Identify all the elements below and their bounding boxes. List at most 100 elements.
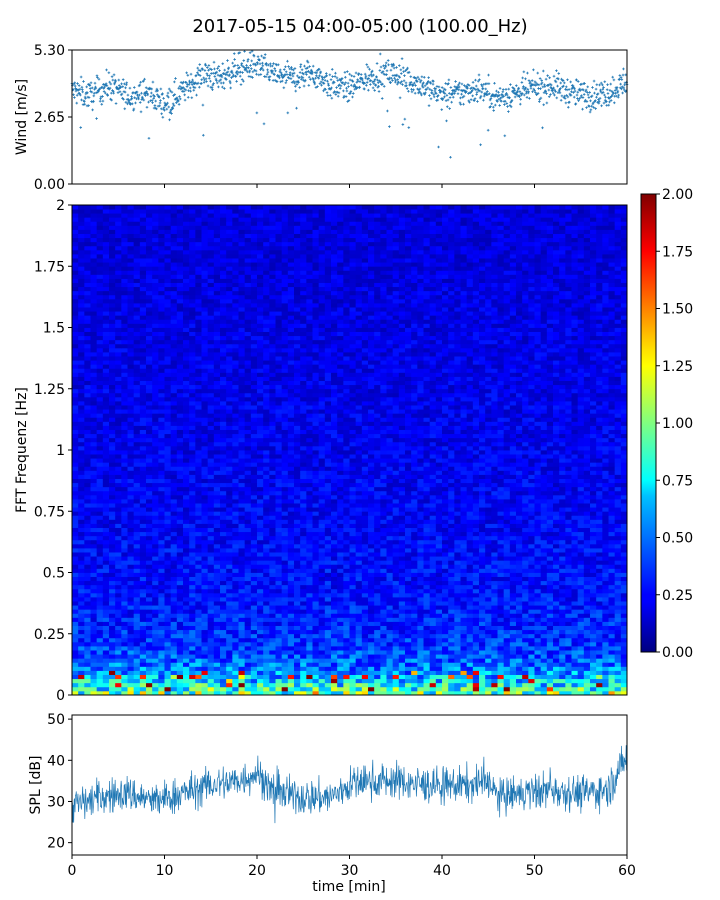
spectrogram-cell — [158, 621, 165, 626]
spectrogram-cell — [460, 633, 468, 639]
spectrogram-cell — [121, 605, 128, 610]
spectrogram-cell — [497, 572, 505, 577]
spectrogram-cell — [534, 682, 542, 688]
spectrogram-cell — [331, 658, 338, 663]
wind-point — [174, 77, 177, 80]
spectrogram-cell — [571, 633, 579, 639]
spectrogram-cell — [472, 686, 480, 692]
spectrogram-cell — [596, 580, 603, 586]
spectrogram-cell — [497, 613, 505, 618]
wind-point — [298, 76, 301, 79]
spectrogram-cell — [170, 641, 178, 647]
spectrogram-cell — [620, 617, 628, 622]
spectrogram-cell — [534, 641, 542, 647]
spectrogram-cell — [250, 617, 258, 622]
spectrogram-cell — [534, 548, 542, 553]
spectrogram-cell — [509, 621, 517, 626]
wind-point — [352, 75, 356, 78]
spectrogram-cell — [540, 588, 548, 594]
spectrogram-cell — [374, 539, 381, 545]
spectrogram-cell — [361, 654, 369, 659]
spectrogram-cell — [232, 674, 239, 680]
spectrogram-cell — [337, 682, 344, 688]
spectrogram-cell — [275, 686, 283, 692]
spectrogram-cell — [553, 678, 560, 684]
spectrogram-cell — [405, 646, 412, 651]
spectrogram-cell — [84, 548, 91, 553]
spectrogram-cell — [442, 654, 449, 659]
spectrogram-cell — [559, 654, 566, 659]
spectrogram-cell — [287, 535, 295, 541]
spectrogram-cell — [442, 662, 449, 667]
spectrogram-cell — [614, 682, 622, 688]
spectrogram-cell — [497, 641, 505, 647]
spectrogram-cell — [164, 592, 172, 598]
wind-point — [103, 85, 106, 89]
spectrogram-cell — [423, 592, 431, 598]
spectrogram-cell — [337, 535, 344, 541]
spectrogram-cell — [571, 556, 579, 561]
wind-point — [266, 68, 269, 72]
spectrogram-cell — [281, 682, 289, 688]
spectrogram-cell — [497, 576, 505, 582]
spectrogram-cell — [281, 556, 289, 561]
spectrogram-cell — [380, 682, 387, 688]
spectrogram-cell — [109, 580, 116, 586]
spectrogram-cell — [250, 572, 258, 577]
spectrogram-cell — [324, 629, 332, 635]
spectrogram-cell — [534, 580, 542, 586]
wind-point — [482, 98, 485, 102]
spectrogram-cell — [226, 617, 233, 622]
wind-point — [493, 81, 496, 85]
spectrogram-cell — [429, 670, 437, 675]
spectrogram-cell — [337, 539, 344, 545]
spectrogram-cell — [583, 580, 591, 586]
wind-point — [102, 90, 106, 93]
spectrogram-cell — [386, 568, 394, 573]
wind-point — [407, 126, 411, 129]
spectrogram-cell — [300, 535, 307, 541]
spectrogram-cell — [460, 543, 468, 549]
spectrogram-cell — [361, 609, 369, 614]
spectrogram-cell — [380, 641, 387, 647]
wind-point — [169, 108, 173, 111]
spectrogram-cell — [540, 629, 548, 635]
spectrogram-cell — [306, 678, 313, 684]
spectrogram-cell — [176, 666, 184, 671]
spectrogram-cell — [546, 670, 554, 675]
spectrogram-cell — [102, 666, 110, 671]
spectrogram-cell — [207, 556, 215, 561]
spectrogram-cell — [466, 539, 474, 545]
spectrogram-cell — [411, 543, 418, 549]
spectrogram-cell — [460, 682, 468, 688]
spectrogram-cell — [164, 658, 172, 663]
spectrogram-cell — [343, 629, 350, 635]
spectrogram-cell — [596, 592, 603, 598]
spectrogram-cell — [294, 637, 301, 643]
spectrogram-cell — [571, 682, 579, 688]
spectrogram-cell — [238, 621, 246, 626]
wind-point — [198, 85, 201, 89]
spectrogram-cell — [380, 584, 387, 590]
spectrogram-cell — [226, 662, 233, 667]
spectrogram-cell — [398, 654, 406, 659]
spectrogram-cell — [398, 572, 406, 577]
spectrogram-cell — [152, 613, 159, 618]
spectrogram-cell — [312, 592, 320, 598]
spectrogram-cell — [602, 666, 609, 671]
wind-point — [328, 94, 332, 97]
spectrogram-cell — [435, 601, 443, 606]
wind-point — [594, 87, 598, 91]
spectrogram-cell — [78, 556, 85, 561]
wind-point — [161, 115, 165, 119]
spectrogram-cell — [109, 625, 116, 631]
spectrogram-cell — [312, 678, 320, 684]
spectrogram-cell — [318, 564, 326, 569]
spectrogram-cell — [435, 662, 443, 667]
spectrogram-cell — [189, 617, 196, 622]
spectrogram-cell — [559, 605, 566, 610]
spectrogram-cell — [528, 617, 535, 622]
spectrogram-cell — [380, 613, 387, 618]
spectrogram-cell — [386, 686, 394, 692]
spectrogram-cell — [84, 686, 91, 692]
